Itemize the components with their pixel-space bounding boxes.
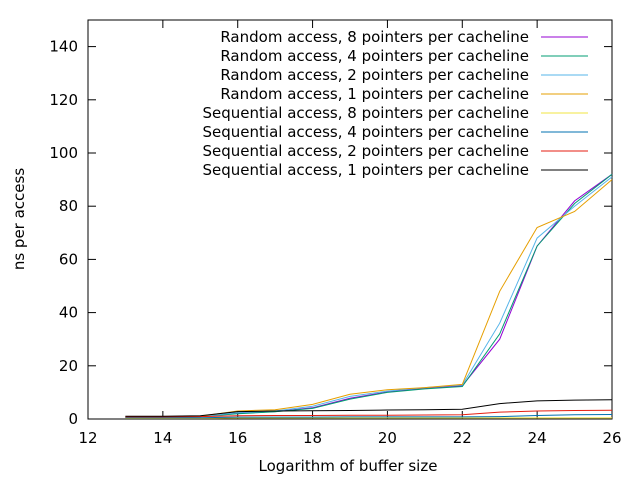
x-tick-label: 16	[228, 429, 247, 447]
series-line-6	[125, 414, 613, 419]
series-line-4	[125, 179, 613, 418]
series-line-1	[125, 173, 613, 418]
x-tick-label: 12	[78, 429, 97, 447]
series-line-8	[125, 399, 613, 417]
x-tick-label: 22	[453, 429, 472, 447]
y-tick-label: 140	[49, 38, 78, 56]
x-axis-label: Logarithm of buffer size	[259, 457, 438, 475]
legend-label-2: Random access, 4 pointers per cacheline	[220, 47, 529, 65]
y-tick-label: 60	[59, 250, 78, 268]
y-tick-label: 100	[49, 144, 78, 162]
axis-ticks: 12 14 16 18 20 22 24 26 0 20 40 60 80 100 120 140	[49, 20, 622, 447]
series-line-3	[125, 176, 613, 418]
y-axis-label: ns per access	[10, 168, 28, 271]
legend-label-5: Sequential access, 8 pointers per cachel…	[203, 104, 530, 122]
x-tick-label: 18	[303, 429, 322, 447]
x-tick-label: 14	[153, 429, 172, 447]
legend-label-3: Random access, 2 pointers per cacheline	[220, 66, 529, 84]
y-tick-label: 80	[59, 197, 78, 215]
x-tick-label: 24	[528, 429, 547, 447]
legend-label-8: Sequential access, 1 pointers per cachel…	[203, 161, 530, 179]
legend: Random access, 8 pointers per cachelineR…	[203, 28, 588, 179]
x-tick-label: 20	[378, 429, 397, 447]
y-tick-label: 40	[59, 304, 78, 322]
series-lines	[125, 173, 613, 419]
y-tick-label: 120	[49, 91, 78, 109]
legend-label-6: Sequential access, 4 pointers per cachel…	[203, 123, 530, 141]
series-line-2	[125, 173, 613, 418]
y-tick-label: 0	[68, 410, 78, 428]
y-tick-label: 20	[59, 357, 78, 375]
legend-label-4: Random access, 1 pointers per cacheline	[220, 85, 529, 103]
legend-label-1: Random access, 8 pointers per cacheline	[220, 28, 529, 46]
legend-label-7: Sequential access, 2 pointers per cachel…	[203, 142, 530, 160]
plot-frame	[87, 19, 613, 420]
x-tick-label: 26	[602, 429, 621, 447]
series-line-7	[125, 409, 613, 418]
